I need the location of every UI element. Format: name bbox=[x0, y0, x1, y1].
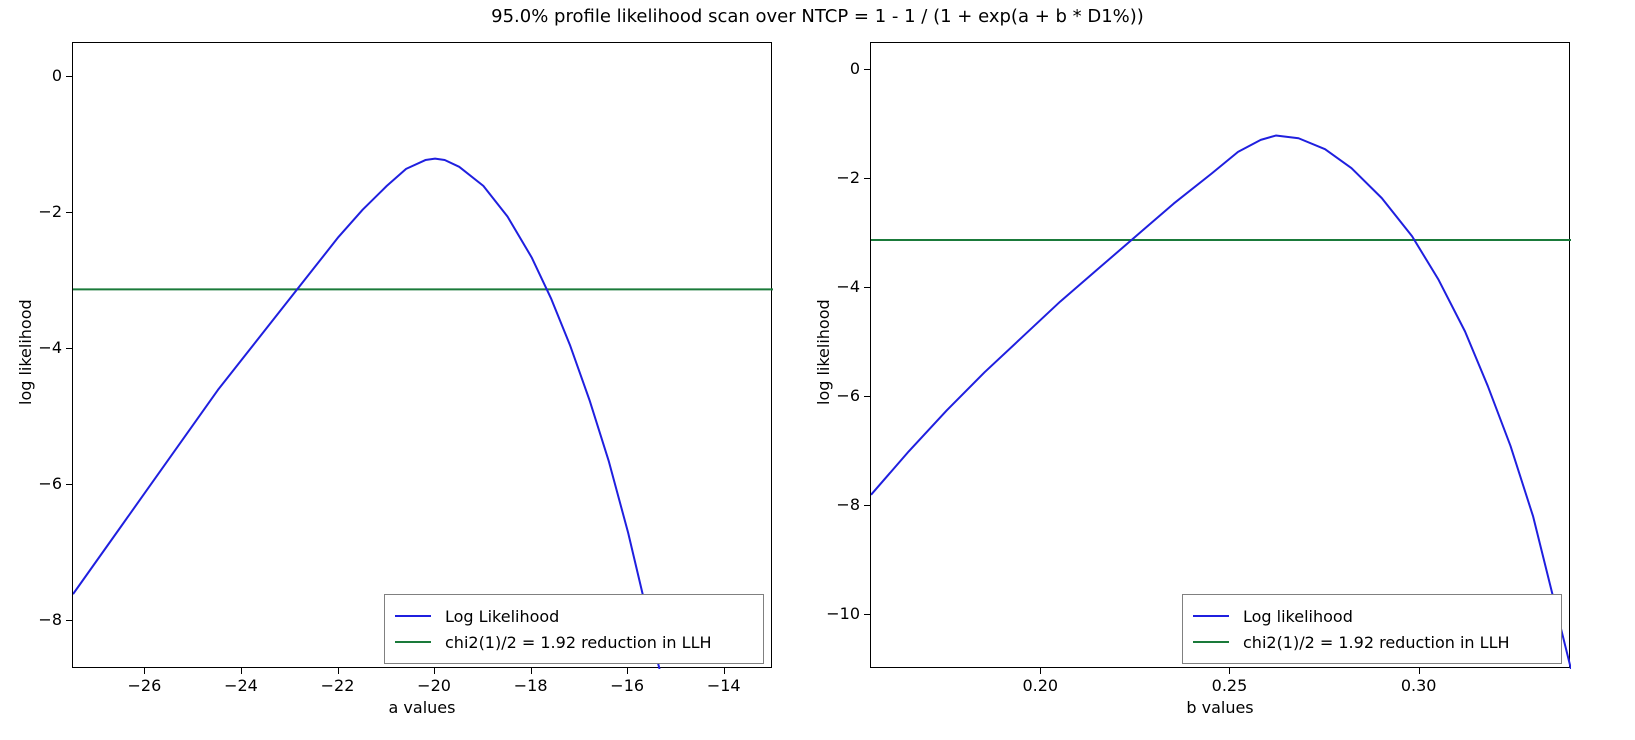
xtick-label: −22 bbox=[321, 676, 355, 695]
legend: Log likelihood chi2(1)/2 = 1.92 reduction… bbox=[1182, 594, 1562, 664]
likelihood-curve bbox=[73, 159, 660, 669]
plot-svg-right bbox=[871, 43, 1571, 669]
xtick-mark bbox=[627, 668, 628, 674]
ytick-mark bbox=[66, 484, 72, 485]
chart-panel-left bbox=[72, 42, 772, 668]
ytick-label: −8 bbox=[820, 495, 860, 514]
ytick-mark bbox=[66, 212, 72, 213]
xtick-label: −14 bbox=[707, 676, 741, 695]
chart-panel-right bbox=[870, 42, 1570, 668]
ytick-label: −6 bbox=[22, 474, 62, 493]
xtick-mark bbox=[338, 668, 339, 674]
x-axis-label: a values bbox=[72, 698, 772, 717]
ytick-mark bbox=[864, 287, 870, 288]
xtick-label: −20 bbox=[417, 676, 451, 695]
legend-entry: Log Likelihood bbox=[395, 603, 753, 629]
xtick-mark bbox=[144, 668, 145, 674]
legend-label: chi2(1)/2 = 1.92 reduction in LLH bbox=[1243, 633, 1510, 652]
xtick-mark bbox=[241, 668, 242, 674]
xtick-label: −18 bbox=[514, 676, 548, 695]
ytick-mark bbox=[66, 76, 72, 77]
legend-swatch bbox=[1193, 615, 1229, 617]
xtick-mark bbox=[1419, 668, 1420, 674]
ytick-mark bbox=[864, 178, 870, 179]
xtick-label: −16 bbox=[610, 676, 644, 695]
ytick-label: 0 bbox=[820, 59, 860, 78]
xtick-label: 0.25 bbox=[1212, 676, 1248, 695]
likelihood-curve bbox=[871, 136, 1571, 669]
ytick-label: −2 bbox=[22, 202, 62, 221]
xtick-mark bbox=[724, 668, 725, 674]
legend: Log Likelihood chi2(1)/2 = 1.92 reduction… bbox=[384, 594, 764, 664]
xtick-label: 0.20 bbox=[1022, 676, 1058, 695]
legend-swatch bbox=[395, 615, 431, 617]
ytick-mark bbox=[864, 69, 870, 70]
ytick-mark bbox=[864, 505, 870, 506]
xtick-label: 0.30 bbox=[1401, 676, 1437, 695]
legend-swatch bbox=[1193, 641, 1229, 643]
ytick-mark bbox=[864, 396, 870, 397]
legend-swatch bbox=[395, 641, 431, 643]
figure-suptitle: 95.0% profile likelihood scan over NTCP … bbox=[0, 6, 1635, 27]
legend-label: chi2(1)/2 = 1.92 reduction in LLH bbox=[445, 633, 712, 652]
xtick-mark bbox=[1040, 668, 1041, 674]
xtick-mark bbox=[531, 668, 532, 674]
ytick-mark bbox=[864, 614, 870, 615]
ytick-label: −8 bbox=[22, 610, 62, 629]
y-axis-label: log likelihood bbox=[16, 299, 35, 405]
y-axis-label: log likelihood bbox=[814, 299, 833, 405]
ytick-label: −10 bbox=[820, 604, 860, 623]
xtick-label: −26 bbox=[128, 676, 162, 695]
ytick-mark bbox=[66, 620, 72, 621]
xtick-mark bbox=[1229, 668, 1230, 674]
xtick-mark bbox=[434, 668, 435, 674]
legend-entry: chi2(1)/2 = 1.92 reduction in LLH bbox=[1193, 629, 1551, 655]
ytick-label: −2 bbox=[820, 168, 860, 187]
xtick-label: −24 bbox=[224, 676, 258, 695]
ytick-label: 0 bbox=[22, 66, 62, 85]
legend-label: Log likelihood bbox=[1243, 607, 1353, 626]
legend-label: Log Likelihood bbox=[445, 607, 559, 626]
ytick-mark bbox=[66, 348, 72, 349]
ytick-label: −4 bbox=[820, 277, 860, 296]
x-axis-label: b values bbox=[870, 698, 1570, 717]
plot-svg-left bbox=[73, 43, 773, 669]
legend-entry: Log likelihood bbox=[1193, 603, 1551, 629]
figure: 95.0% profile likelihood scan over NTCP … bbox=[0, 0, 1635, 740]
legend-entry: chi2(1)/2 = 1.92 reduction in LLH bbox=[395, 629, 753, 655]
